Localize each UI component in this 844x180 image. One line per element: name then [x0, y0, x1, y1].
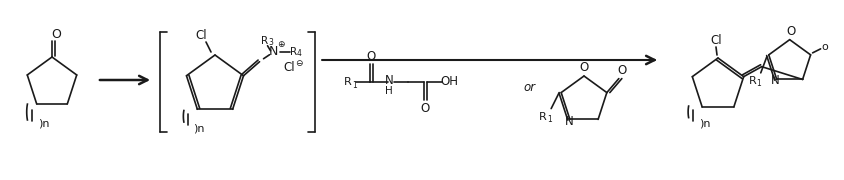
Text: OH: OH: [440, 75, 457, 87]
Text: 1: 1: [546, 115, 551, 124]
Text: R: R: [289, 47, 297, 57]
Text: Cl: Cl: [284, 61, 295, 74]
Text: O: O: [419, 102, 429, 114]
Text: 4: 4: [297, 49, 301, 58]
Text: R: R: [538, 112, 546, 122]
Text: N: N: [771, 74, 779, 87]
Text: )n: )n: [698, 119, 710, 129]
Text: O: O: [616, 64, 625, 77]
Text: )n: )n: [193, 123, 204, 133]
Text: N: N: [268, 45, 278, 58]
Text: Cl: Cl: [709, 33, 721, 46]
Text: ⊖: ⊖: [295, 59, 302, 68]
Text: 3: 3: [268, 38, 273, 47]
Text: )n: )n: [38, 118, 49, 128]
Text: o: o: [820, 42, 827, 52]
Text: ⊕: ⊕: [277, 40, 284, 49]
Text: or: or: [523, 80, 535, 93]
Text: N: N: [564, 115, 572, 128]
Text: R: R: [261, 36, 268, 46]
Text: 1: 1: [352, 80, 357, 89]
Text: O: O: [366, 50, 376, 62]
Text: N: N: [384, 73, 393, 87]
Text: H: H: [385, 86, 392, 96]
Text: O: O: [579, 60, 588, 73]
Text: 1: 1: [755, 79, 760, 88]
Text: O: O: [785, 25, 794, 38]
Text: R: R: [748, 76, 755, 86]
Text: Cl: Cl: [195, 28, 207, 42]
Text: O: O: [51, 28, 61, 40]
Text: R: R: [344, 77, 352, 87]
